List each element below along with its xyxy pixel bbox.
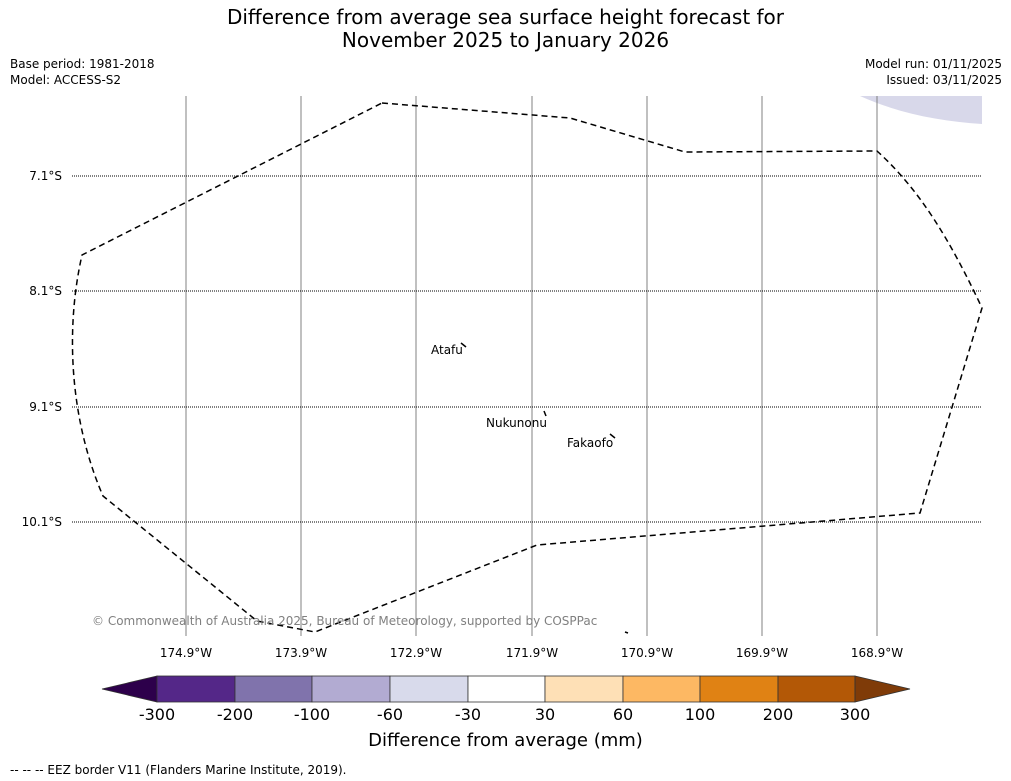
colorbar-bin (467, 675, 546, 703)
lon-label: 170.9°W (620, 646, 674, 660)
colorbar-bin (699, 675, 779, 703)
place-label-atafu: Atafu (431, 343, 463, 357)
model-name: Model: ACCESS-S2 (10, 73, 122, 87)
eez-legend-note: -- -- -- EEZ border V11 (Flanders Marine… (10, 763, 347, 777)
lat-label: 9.1°S (29, 400, 62, 414)
base-period: Base period: 1981-2018 (10, 57, 155, 71)
colorbar-tick-label: -30 (454, 705, 482, 724)
anomaly-patch (860, 96, 982, 124)
meta-left: Base period: 1981-2018 Model: ACCESS-S2 (10, 56, 155, 88)
colorbar-bin (389, 675, 469, 703)
atafu-atoll-mark (460, 342, 467, 348)
colorbar-tick-label: 60 (612, 705, 634, 724)
colorbar-bin (234, 675, 313, 703)
lon-label: 169.9°W (735, 646, 789, 660)
place-label-nukunonu: Nukunonu (486, 416, 547, 430)
lon-label: 173.9°W (274, 646, 328, 660)
colorbar-tick-label: 300 (839, 705, 871, 724)
eez-border (71, 102, 983, 633)
title-line-2: November 2025 to January 2026 (341, 28, 670, 52)
colorbar-bin (622, 675, 701, 703)
latitude-gridlines (72, 175, 982, 523)
colorbar-extend-min (101, 675, 158, 703)
colorbar-bin (156, 675, 236, 703)
colorbar-tick-label: 30 (534, 705, 556, 724)
colorbar-tick-label: -60 (376, 705, 404, 724)
colorbar-tick-label: 200 (762, 705, 794, 724)
colorbar (101, 675, 911, 703)
copyright-notice: © Commonwealth of Australia 2025, Bureau… (92, 614, 598, 628)
lon-label: 171.9°W (505, 646, 559, 660)
colorbar-bin (544, 675, 624, 703)
lon-label: 174.9°W (159, 646, 213, 660)
lon-label: 168.9°W (850, 646, 904, 660)
nukunonu-atoll-mark (543, 410, 547, 417)
longitude-gridlines (185, 96, 878, 636)
title-line-1: Difference from average sea surface heig… (226, 5, 785, 29)
colorbar-bin (777, 675, 856, 703)
lat-label: 7.1°S (29, 169, 62, 183)
fakaofo-atoll-mark (609, 433, 616, 439)
place-label-fakaofo: Fakaofo (567, 436, 614, 450)
colorbar-tick-label: -100 (293, 705, 331, 724)
model-run: Model run: 01/11/2025 (864, 57, 1002, 71)
small-island-mark (624, 631, 629, 634)
meta-right: Model run: 01/11/2025 Issued: 03/11/2025 (865, 56, 1002, 88)
lon-label: 172.9°W (389, 646, 443, 660)
colorbar-tick-label: -200 (216, 705, 254, 724)
colorbar-tick-label: -300 (138, 705, 176, 724)
lat-label: 8.1°S (29, 284, 62, 298)
colorbar-title: Difference from average (mm) (368, 730, 643, 751)
colorbar-bin (311, 675, 391, 703)
issued-date: Issued: 03/11/2025 (886, 73, 1002, 87)
colorbar-extend-max (854, 675, 911, 703)
lat-label: 10.1°S (21, 515, 62, 529)
map-title: Difference from average sea surface heig… (0, 6, 1011, 52)
colorbar-tick-label: 100 (684, 705, 716, 724)
